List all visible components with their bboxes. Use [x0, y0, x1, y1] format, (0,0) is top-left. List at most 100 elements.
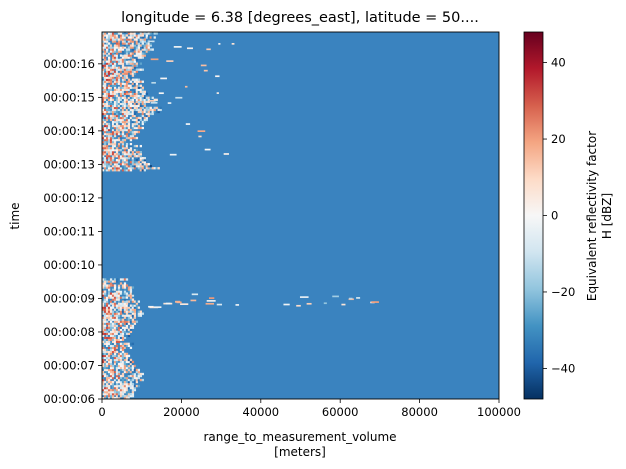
- heatmap-cell: [186, 47, 193, 50]
- heatmap-cell: [107, 328, 111, 331]
- heatmap-cell: [133, 108, 137, 112]
- heatmap-cell: [145, 42, 148, 45]
- heatmap-cell: [115, 294, 119, 297]
- heatmap-cell: [123, 334, 127, 337]
- heatmap-cell: [121, 88, 125, 91]
- heatmap-cell: [117, 304, 121, 307]
- heatmap-cell: [109, 314, 113, 317]
- heatmap-cell: [107, 358, 111, 362]
- heatmap-cell: [113, 358, 117, 362]
- heatmap-cell: [129, 92, 133, 95]
- heatmap-cell: [143, 120, 146, 124]
- heatmap-cell: [119, 38, 123, 41]
- heatmap-cell: [117, 370, 121, 374]
- heatmap-cell: [125, 148, 129, 152]
- heatmap-cell: [145, 92, 148, 95]
- heatmap-cell: [115, 88, 119, 91]
- heatmap-cell: [119, 344, 123, 348]
- heatmap-cell: [117, 336, 121, 339]
- heatmap-cell: [105, 148, 109, 152]
- heatmap-cell: [115, 370, 119, 374]
- heatmap-cell: [125, 296, 129, 299]
- heatmap-cell: [135, 32, 139, 35]
- heatmap-cell: [123, 159, 127, 162]
- heatmap-cell: [121, 48, 125, 51]
- heatmap-cell: [115, 298, 119, 301]
- heatmap-cell: [133, 96, 137, 99]
- heatmap-cell: [105, 356, 109, 360]
- heatmap-cell: [117, 320, 121, 323]
- heatmap-cell: [115, 326, 119, 329]
- heatmap-cell: [111, 384, 115, 388]
- heatmap-cell: [131, 376, 135, 380]
- heatmap-cell: [121, 110, 125, 114]
- heatmap-cell: [131, 136, 135, 140]
- heatmap-cell: [149, 42, 152, 45]
- heatmap-cell: [117, 66, 121, 69]
- heatmap-cell: [129, 88, 133, 91]
- heatmap-cell: [102, 157, 105, 160]
- heatmap-cell: [121, 54, 125, 57]
- heatmap-cell: [133, 308, 137, 311]
- heatmap-cell: [117, 330, 121, 333]
- heatmap-cell: [129, 362, 133, 366]
- heatmap-cell: [103, 102, 107, 106]
- heatmap-cell: [145, 106, 148, 110]
- heatmap-cell: [139, 314, 142, 317]
- heatmap-cell: [145, 32, 148, 35]
- heatmap-cell: [119, 68, 123, 71]
- heatmap-cell: [105, 394, 109, 398]
- heatmap-cell: [147, 50, 150, 53]
- heatmap-cell: [119, 48, 123, 51]
- heatmap-cell: [127, 165, 131, 168]
- heatmap-cell: [127, 60, 131, 63]
- heatmap-cell: [117, 364, 121, 368]
- heatmap-cell: [133, 42, 137, 45]
- heatmap-cell: [133, 304, 137, 307]
- heatmap-cell: [102, 310, 105, 313]
- heatmap-cell: [117, 88, 121, 91]
- heatmap-cell: [107, 110, 111, 114]
- heatmap-cell: [105, 70, 109, 73]
- heatmap-cell: [117, 104, 121, 108]
- heatmap-cell: [133, 120, 137, 124]
- heatmap-cell: [125, 294, 129, 297]
- heatmap-cell: [109, 296, 113, 299]
- heatmap-cell: [133, 376, 137, 380]
- heatmap-cell: [123, 165, 127, 168]
- heatmap-cell: [131, 150, 135, 154]
- heatmap-cell: [115, 169, 119, 172]
- heatmap-cell: [117, 342, 121, 346]
- heatmap-cell: [121, 374, 125, 378]
- heatmap-cell: [153, 98, 156, 102]
- colorbar-gradient: [523, 31, 544, 400]
- heatmap-cell: [121, 82, 125, 85]
- heatmap-cell: [119, 352, 123, 356]
- heatmap-cell: [125, 36, 129, 39]
- heatmap-cell: [105, 136, 109, 140]
- heatmap-cell: [153, 32, 156, 35]
- heatmap-cell: [127, 322, 131, 325]
- heatmap-cell: [105, 378, 109, 382]
- heatmap-cell: [137, 152, 141, 156]
- heatmap-cell: [123, 146, 127, 150]
- heatmap-cell: [133, 78, 137, 81]
- heatmap-cell: [135, 148, 139, 152]
- heatmap-cell: [143, 165, 146, 168]
- heatmap-cell: [139, 118, 142, 122]
- heatmap-cell: [121, 64, 125, 67]
- heatmap-cell: [113, 278, 117, 281]
- y-tick-label: 00:00:10: [43, 258, 95, 272]
- x-axis-label-line2: [meters]: [274, 445, 326, 459]
- heatmap-cell: [131, 100, 135, 104]
- heatmap-cell: [113, 346, 117, 350]
- heatmap-cell: [141, 42, 144, 45]
- x-tick-label: 40000: [243, 405, 280, 419]
- heatmap-cell: [129, 161, 133, 164]
- heatmap-cell: [125, 112, 129, 116]
- heatmap-cell: [103, 60, 107, 63]
- heatmap-cell: [111, 146, 115, 150]
- heatmap-cell: [137, 44, 141, 47]
- heatmap-cell: [107, 159, 111, 162]
- heatmap-cell: [107, 352, 111, 356]
